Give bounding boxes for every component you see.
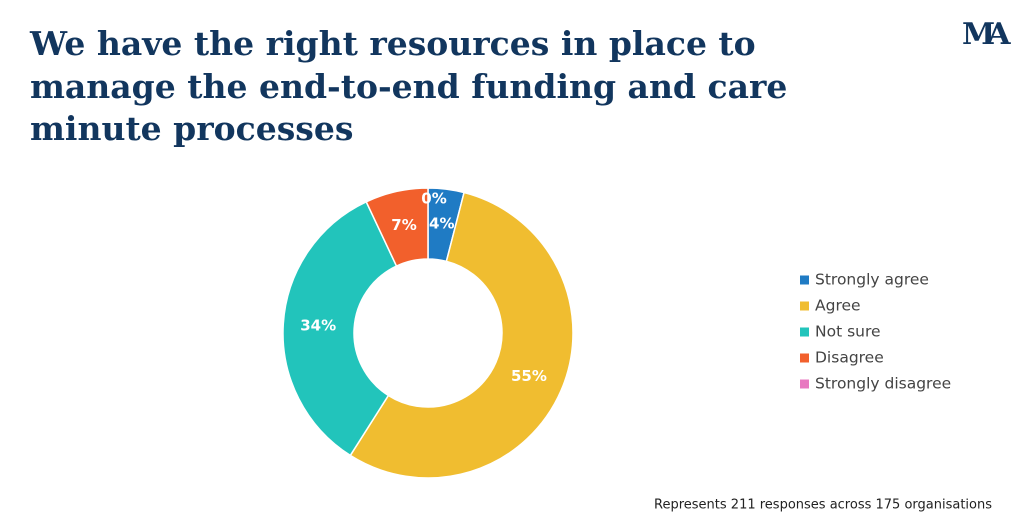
value-label: 7% xyxy=(391,216,416,234)
legend-label: Strongly disagree xyxy=(815,375,951,393)
slice xyxy=(349,191,574,479)
footnote: Represents 211 responses across 175 orga… xyxy=(654,498,992,513)
legend-label: Not sure xyxy=(815,323,881,341)
title-line: We have the right resources in place to xyxy=(29,24,756,63)
legend-label: Disagree xyxy=(815,349,884,367)
value-label: 0% xyxy=(421,190,446,208)
legend-label: Strongly agree xyxy=(815,271,929,289)
slice xyxy=(282,200,398,457)
legend-swatch xyxy=(800,327,809,337)
legend-swatch xyxy=(800,379,809,389)
slice xyxy=(365,187,429,268)
logo: MA xyxy=(962,17,1011,52)
legend-swatch xyxy=(800,301,809,311)
value-label: 34% xyxy=(300,317,336,335)
legend: Strongly agree Agree Not sure Disagree Stron… xyxy=(800,271,951,393)
title-line: manage the end-to-end funding and care xyxy=(30,67,787,106)
legend-swatch xyxy=(800,353,809,363)
legend-swatch xyxy=(800,275,809,285)
donut: 4% 55% 34% 7% 0% xyxy=(282,187,574,479)
title-line: minute processes xyxy=(30,109,353,148)
legend-label: Agree xyxy=(815,297,861,315)
value-label: 55% xyxy=(511,367,547,385)
value-label: 4% xyxy=(429,214,454,232)
title: We have the right resources in place to … xyxy=(29,24,787,148)
